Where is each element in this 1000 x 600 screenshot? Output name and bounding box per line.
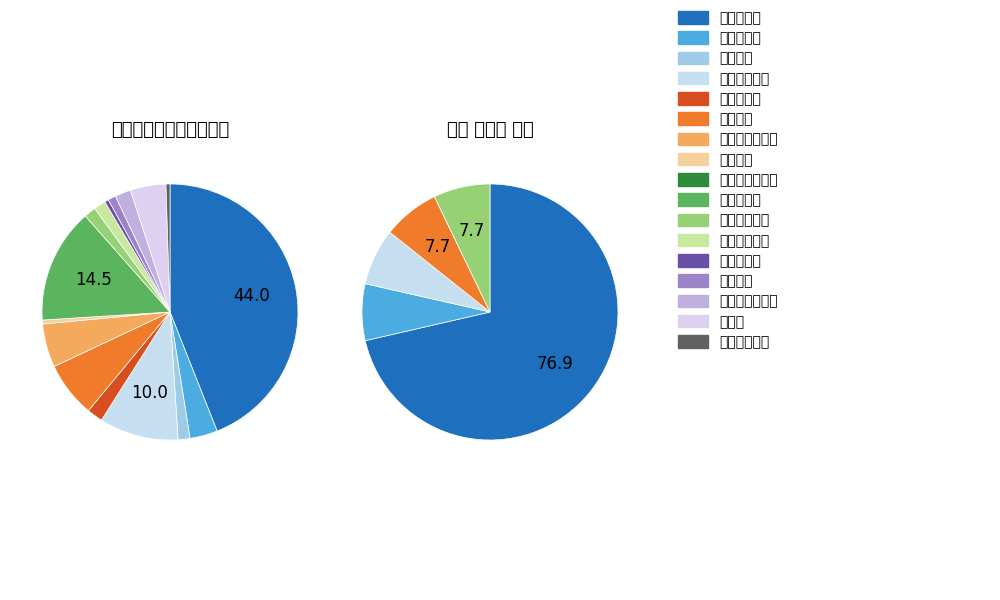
Wedge shape bbox=[101, 312, 178, 440]
Text: 14.5: 14.5 bbox=[75, 271, 112, 289]
Legend: ストレート, ツーシーム, シュート, カットボール, スプリット, フォーク, チェンジアップ, シンカー, 高速スライダー, スライダー, 縦スライダー, : ストレート, ツーシーム, シュート, カットボール, スプリット, フォーク,… bbox=[674, 7, 782, 353]
Wedge shape bbox=[390, 197, 490, 312]
Wedge shape bbox=[85, 208, 170, 312]
Wedge shape bbox=[42, 312, 170, 324]
Wedge shape bbox=[170, 312, 190, 440]
Wedge shape bbox=[116, 190, 170, 312]
Text: 44.0: 44.0 bbox=[233, 287, 270, 305]
Wedge shape bbox=[365, 184, 618, 440]
Wedge shape bbox=[43, 312, 170, 367]
Wedge shape bbox=[434, 184, 490, 312]
Text: 10.0: 10.0 bbox=[131, 383, 168, 401]
Text: 7.7: 7.7 bbox=[425, 238, 451, 256]
Wedge shape bbox=[95, 202, 170, 312]
Wedge shape bbox=[42, 216, 170, 320]
Title: セ・リーグ全プレイヤー: セ・リーグ全プレイヤー bbox=[111, 121, 229, 139]
Wedge shape bbox=[54, 312, 170, 410]
Wedge shape bbox=[365, 232, 490, 312]
Wedge shape bbox=[88, 312, 170, 420]
Wedge shape bbox=[166, 184, 170, 312]
Wedge shape bbox=[108, 196, 170, 312]
Wedge shape bbox=[362, 284, 490, 341]
Wedge shape bbox=[170, 312, 217, 439]
Wedge shape bbox=[105, 200, 170, 312]
Text: 76.9: 76.9 bbox=[537, 355, 573, 373]
Wedge shape bbox=[170, 184, 298, 431]
Title: 重信 慎之介 選手: 重信 慎之介 選手 bbox=[447, 121, 533, 139]
Text: 7.7: 7.7 bbox=[458, 222, 485, 240]
Wedge shape bbox=[130, 184, 170, 312]
